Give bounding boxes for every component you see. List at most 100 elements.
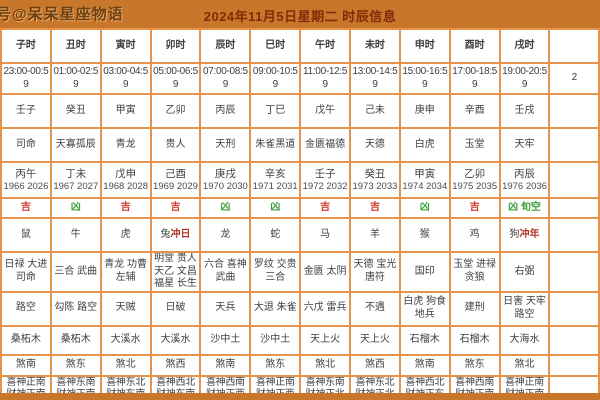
sha-direction: 煞东	[49, 353, 102, 377]
hour-ganzhi: 丙辰	[199, 93, 252, 129]
clash-year: 甲寅 1974 2034	[398, 161, 451, 199]
evil-gods: 六戊 雷兵	[299, 290, 352, 327]
hour-ganzhi: 辛酉	[448, 93, 501, 129]
duty-star: 天刑	[199, 127, 252, 163]
sha-direction: 煞西	[149, 353, 202, 377]
time-range: 19:00-20:59	[498, 62, 551, 95]
hour-ganzhi: 癸丑	[49, 93, 102, 129]
lucky-gods: 明堂 贵人 天乙 文昌 福星 长生	[149, 251, 202, 293]
lucky-gods: 青龙 功曹 左辅	[99, 251, 152, 293]
clash-year: 辛亥 1971 2031	[249, 161, 302, 199]
clash-year: 壬子 1972 2032	[299, 161, 352, 199]
nayin: 天上火	[349, 324, 401, 356]
clash-year: 丙辰 1976 2036	[498, 161, 551, 199]
lucky-gods: 三合 武曲	[49, 251, 102, 293]
nayin: 沙中土	[249, 324, 302, 356]
evil-gods: 日害 天牢 路空	[498, 290, 551, 327]
luck-flag	[548, 197, 600, 219]
clash-year: 丙午 1966 2026	[0, 161, 52, 199]
nayin: 桑柘木	[0, 324, 52, 356]
clash-year: 戊申 1968 2028	[99, 161, 152, 199]
clash-year: 己酉 1969 2029	[149, 161, 202, 199]
sha-direction: 煞西	[349, 353, 401, 377]
duty-star: 白虎	[398, 127, 451, 163]
hour-header: 申时	[398, 28, 451, 64]
nayin: 石榴木	[398, 324, 451, 356]
lucky-gods: 国印	[398, 251, 451, 293]
clash-zodiac: 马	[299, 217, 352, 253]
clash-year: 丁未 1967 2027	[49, 161, 102, 199]
time-range: 07:00-08:59	[199, 62, 252, 95]
lucky-gods	[548, 251, 600, 293]
time-range: 03:00-04:59	[99, 62, 152, 95]
lucky-gods: 玉堂 进禄 贪狼	[448, 251, 501, 293]
duty-star: 天牢	[498, 127, 551, 163]
lucky-gods: 金匮 太阴	[299, 251, 352, 293]
clash-zodiac: 羊	[349, 217, 401, 253]
time-range: 15:00-16:59	[398, 62, 451, 95]
nayin	[548, 324, 600, 356]
sha-direction: 煞北	[99, 353, 152, 377]
hour-header: 辰时	[199, 28, 252, 64]
duty-star: 朱雀黑道	[249, 127, 302, 163]
time-range: 23:00-00:59	[0, 62, 52, 95]
hour-ganzhi: 庚申	[398, 93, 451, 129]
hour-ganzhi	[548, 93, 600, 129]
hour-ganzhi: 壬戌	[498, 93, 551, 129]
sha-direction: 煞东	[249, 353, 302, 377]
luck-flag: 吉	[299, 197, 352, 219]
duty-star: 司命	[0, 127, 52, 163]
hour-header: 酉时	[448, 28, 501, 64]
clash-zodiac: 鼠	[0, 217, 52, 253]
clash-year: 庚戌 1970 2030	[199, 161, 252, 199]
luck-flag: 吉	[99, 197, 152, 219]
sha-direction: 煞北	[299, 353, 352, 377]
luck-flag: 凶	[398, 197, 451, 219]
clash-zodiac: 蛇	[249, 217, 302, 253]
footer-bar	[0, 393, 600, 400]
hour-header: 寅时	[99, 28, 152, 64]
hour-header: 丑时	[49, 28, 102, 64]
clash-zodiac	[548, 217, 600, 253]
page-title: 2024年11月5日星期二 时辰信息	[203, 9, 397, 24]
time-range: 17:00-18:59	[448, 62, 501, 95]
duty-star: 金匮福德	[299, 127, 352, 163]
hour-header: 卯时	[149, 28, 202, 64]
luck-flag: 凶	[199, 197, 252, 219]
duty-star: 贵人	[149, 127, 202, 163]
evil-gods: 路空	[0, 290, 52, 327]
luck-flag: 吉	[349, 197, 401, 219]
hour-ganzhi: 甲寅	[99, 93, 152, 129]
clash-zodiac: 兔冲日	[149, 217, 202, 253]
hour-ganzhi: 丁巳	[249, 93, 302, 129]
hour-ganzhi: 乙卯	[149, 93, 202, 129]
clash-zodiac: 牛	[49, 217, 102, 253]
lucky-gods: 六合 喜神 武曲	[199, 251, 252, 293]
time-range: 11:00-12:59	[299, 62, 352, 95]
sha-direction: 煞东	[448, 353, 501, 377]
clash-year: 癸丑 1973 2033	[349, 161, 401, 199]
nayin: 石榴木	[448, 324, 501, 356]
lucky-gods: 右弼	[498, 251, 551, 293]
evil-gods: 白虎 狗食 地兵	[398, 290, 451, 327]
sha-direction: 煞南	[0, 353, 52, 377]
hour-header: 未时	[349, 28, 401, 64]
hour-header: 子时	[0, 28, 52, 64]
nayin: 沙中土	[199, 324, 252, 356]
sha-direction: 煞南	[199, 353, 252, 377]
clash-zodiac: 龙	[199, 217, 252, 253]
evil-gods: 建刑	[448, 290, 501, 327]
brand-watermark: 号@呆呆星座物语	[0, 6, 124, 23]
lucky-gods: 日禄 大进 司命	[0, 251, 52, 293]
time-range: 01:00-02:59	[49, 62, 102, 95]
nayin: 大溪水	[149, 324, 202, 356]
evil-gods: 天贼	[99, 290, 152, 327]
evil-gods: 不遇	[349, 290, 401, 327]
clash-zodiac: 狗冲年	[498, 217, 551, 253]
duty-star: 天德	[349, 127, 401, 163]
clash-year: 乙卯 1975 2035	[448, 161, 501, 199]
hour-ganzhi: 戊午	[299, 93, 352, 129]
clash-year	[548, 161, 600, 199]
nayin: 天上火	[299, 324, 352, 356]
